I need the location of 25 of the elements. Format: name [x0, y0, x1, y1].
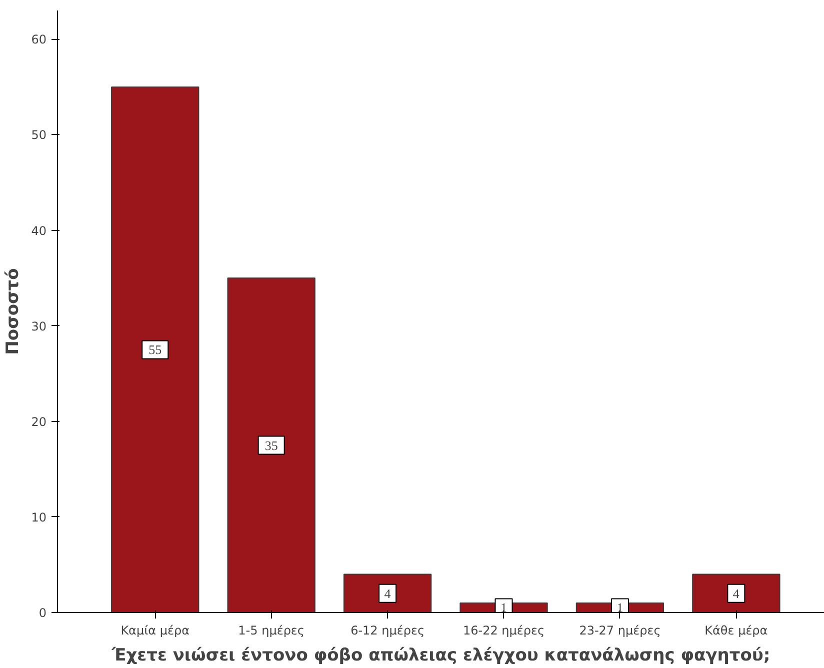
bar: [227, 278, 316, 612]
data-label: 55: [148, 342, 162, 358]
y-tick-label: 0: [38, 606, 47, 620]
y-tick-label: 20: [31, 414, 47, 429]
data-label: 4: [732, 586, 740, 601]
x-tick-label: 16-22 ημέρες: [462, 624, 545, 638]
y-axis-title: Ποσοστό: [3, 268, 24, 355]
bar: [692, 574, 780, 612]
x-axis-title: Έχετε νιώσει έντονο φόβο απώλειας ελέγχου κατανάλωσης φαγητού;: [110, 646, 770, 666]
x-tick-label: 1-5 ημέρες: [238, 624, 304, 638]
y-tick-label: 60: [31, 32, 47, 47]
x-tick-label: Καμία μέρα: [120, 624, 190, 638]
bar: [111, 86, 200, 612]
x-tick-label: Κάθε μέρα: [704, 624, 768, 638]
data-label: 1: [500, 600, 508, 616]
bar: [343, 574, 432, 612]
x-tick-label: 6-12 ημέρες: [350, 624, 425, 638]
y-tick-label: 30: [31, 319, 47, 334]
data-label: 4: [384, 586, 392, 601]
y-tick-label: 40: [31, 224, 47, 238]
y-tick-label: 50: [31, 128, 47, 142]
data-label: 1: [616, 600, 624, 616]
y-tick-label: 10: [31, 510, 47, 524]
x-tick-label: 23-27 ημέρες: [579, 624, 661, 638]
data-label: 35: [264, 438, 278, 453]
